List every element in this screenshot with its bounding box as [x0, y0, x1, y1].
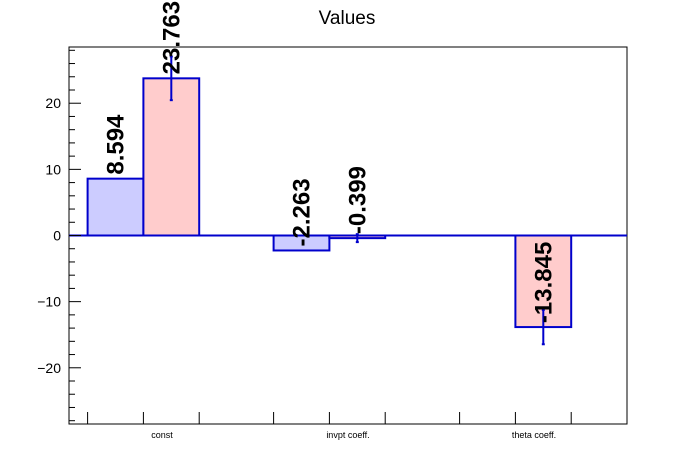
x-category-label: invpt coeff. — [326, 430, 369, 440]
value-label: -2.263 — [289, 178, 316, 246]
y-tick-label: −20 — [37, 360, 61, 376]
y-tick-label: 0 — [53, 228, 61, 244]
bars-layer — [86, 77, 573, 329]
value-labels-layer: 8.594 -2.263 23.763 -0.399 -13.845 — [103, 1, 558, 323]
value-label: 23.763 — [158, 1, 185, 74]
bar-1-const — [86, 177, 145, 237]
y-tick-label: −10 — [37, 294, 61, 310]
y-tick-label: 10 — [45, 161, 61, 177]
chart-title: Values — [319, 8, 376, 29]
x-category-label: const — [151, 430, 173, 440]
value-label: 8.594 — [103, 114, 130, 175]
y-tick-label: 20 — [45, 95, 61, 111]
value-label: -13.845 — [530, 242, 557, 323]
y-axis: −20 −10 0 10 20 — [37, 49, 81, 422]
x-axis: const invpt coeff. theta coeff. — [87, 412, 572, 440]
bar-2-const — [142, 77, 201, 237]
value-label: -0.399 — [344, 166, 371, 234]
x-category-label: theta coeff. — [512, 430, 556, 440]
